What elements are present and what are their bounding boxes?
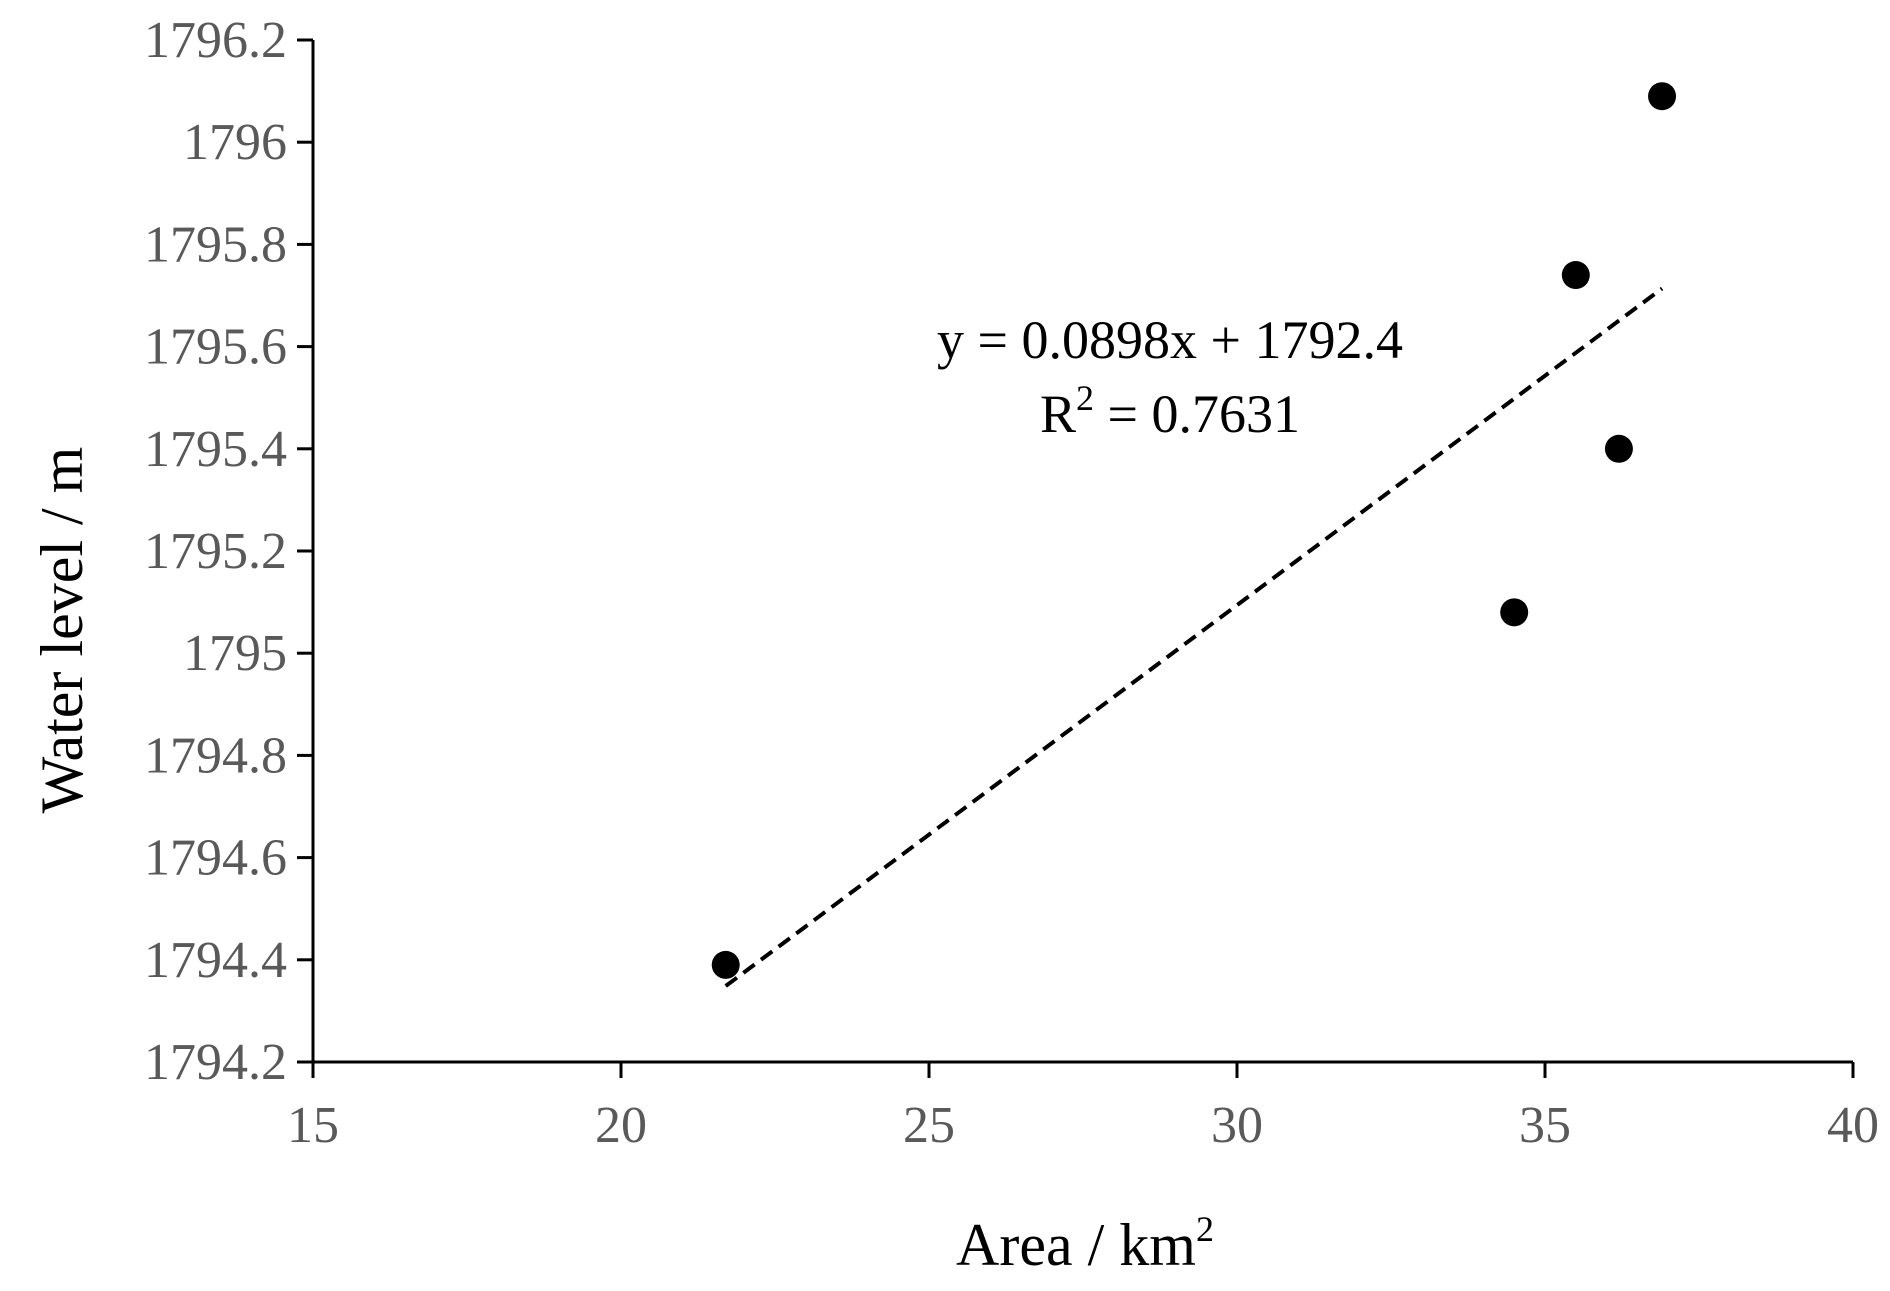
y-tick-label: 1796.2 [144, 12, 287, 69]
y-tick-label: 1794.8 [144, 727, 287, 784]
x-tick-label: 35 [1519, 1097, 1571, 1154]
x-tick-label: 30 [1211, 1097, 1263, 1154]
data-point [1500, 598, 1529, 627]
trendline-r-squared: R2 = 0.7631 [1040, 378, 1300, 444]
y-tick-label: 1795.6 [144, 319, 287, 376]
y-axis-ticks: 1794.2 1794.4 1794.6 1794.8 1795 1795.2 1795.4… [144, 12, 313, 1091]
x-tick-label: 15 [287, 1097, 339, 1154]
x-axis-title-superscript: 2 [1196, 1209, 1214, 1249]
data-point [711, 950, 740, 979]
y-tick-label: 1795 [183, 625, 287, 682]
r-squared-superscript: 2 [1076, 378, 1094, 418]
x-tick-label: 40 [1827, 1097, 1879, 1154]
y-tick-label: 1794.6 [144, 830, 287, 887]
data-point [1648, 82, 1677, 111]
y-tick-label: 1795.2 [144, 523, 287, 580]
x-tick-label: 25 [903, 1097, 955, 1154]
x-axis-title: Area / km2 [956, 1209, 1214, 1278]
y-tick-label: 1795.4 [144, 421, 287, 478]
x-axis-ticks: 15 20 25 30 35 40 [287, 1062, 1879, 1154]
y-axis-title: Water level / m [29, 447, 95, 814]
trendline-group [724, 286, 1664, 988]
axes [311, 40, 1853, 1064]
data-point [1561, 261, 1590, 290]
y-tick-label: 1795.8 [144, 216, 287, 273]
x-axis-title-text: Area / km [956, 1212, 1196, 1278]
data-point [1604, 434, 1633, 463]
trendline-equation: y = 0.0898x + 1792.4 [937, 310, 1403, 370]
x-tick-label: 20 [595, 1097, 647, 1154]
r-squared-base: R [1040, 384, 1076, 444]
trendline [724, 286, 1664, 988]
y-tick-label: 1796 [183, 114, 287, 171]
y-tick-label: 1794.4 [144, 932, 287, 989]
data-points [711, 82, 1677, 979]
r-squared-value: = 0.7631 [1094, 384, 1300, 444]
y-tick-label: 1794.2 [144, 1034, 287, 1091]
